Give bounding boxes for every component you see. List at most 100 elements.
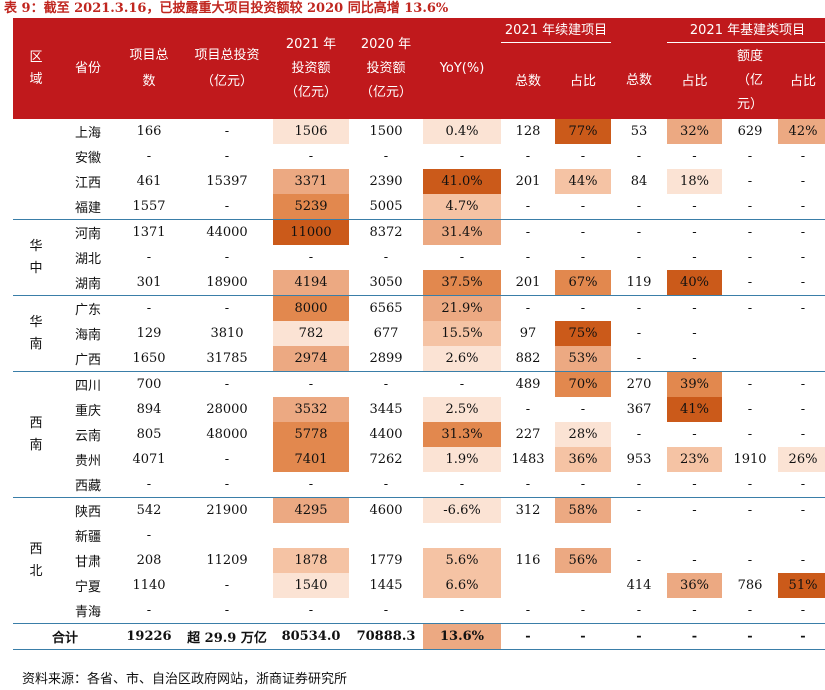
cont-share-cell: 58% xyxy=(555,497,611,523)
infra-share-cell: 39% xyxy=(667,371,722,397)
infra-amount-share-cell: - xyxy=(800,603,806,618)
inv-2020-cell: - xyxy=(383,477,389,492)
inv-2020-cell: 1445 xyxy=(369,578,403,593)
infra-amount-share-cell: 42% xyxy=(778,119,825,144)
header-infra-share: 占比 xyxy=(667,42,722,119)
infra-share-cell: - xyxy=(667,219,722,245)
province-cell: 海南 xyxy=(74,328,101,343)
infra-amount-share-cell: - xyxy=(800,149,806,164)
cont-count-cell: - xyxy=(525,402,531,417)
yoy-cell: 6.6% xyxy=(423,573,501,598)
infra-count-cell: 84 xyxy=(630,174,648,189)
cont-count-cell: - xyxy=(525,199,531,214)
table-row: 贵州 4071 - 7401 7262 1.9% 1483 36% 953 23% 1910 26% xyxy=(13,447,825,472)
inv-2020-cell xyxy=(349,523,423,548)
province-cell: 陕西 xyxy=(59,497,117,523)
cont-count-cell: 312 xyxy=(501,497,555,523)
table-row: 江西 461 15397 3371 2390 41.0% 201 44% 84 18% - - xyxy=(13,169,825,194)
province-cell: 江西 xyxy=(74,176,101,191)
total-inv-2021-cell: 80534.0 xyxy=(273,623,349,650)
infra-count-cell: 119 xyxy=(626,275,652,290)
yoy-cell: - xyxy=(459,603,465,618)
infra-amount-cell: 1910 xyxy=(733,452,767,467)
cont-count-cell: 227 xyxy=(515,427,541,442)
total-investment-cell xyxy=(181,523,273,548)
project-count-cell: - xyxy=(117,295,181,321)
inv-2021-cell: 5778 xyxy=(273,422,349,447)
table-row: 云南 805 48000 5778 4400 31.3% 227 28% - - - - xyxy=(13,422,825,447)
total-investment-cell: - xyxy=(224,452,230,467)
cont-count-cell: - xyxy=(525,603,531,618)
total-investment-cell: - xyxy=(224,250,230,265)
cont-count-cell: - xyxy=(525,250,531,265)
total-investment-cell: - xyxy=(224,578,230,593)
infra-amount-share-cell: - xyxy=(800,250,806,265)
province-cell: 新疆 xyxy=(74,530,101,545)
province-cell: 广西 xyxy=(74,353,101,368)
inv-2020-cell: 2390 xyxy=(369,174,403,189)
infra-share-cell: - xyxy=(692,553,697,568)
inv-2020-cell: 2899 xyxy=(369,351,403,366)
total-investment-cell: - xyxy=(181,295,273,321)
infra-share-cell: 41% xyxy=(667,397,722,422)
yoy-cell: 4.7% xyxy=(423,194,501,220)
header-infra-amount-share: 占比 xyxy=(778,42,825,119)
infra-count-cell: - xyxy=(636,553,642,568)
table-row: 西北 陕西 542 21900 4295 4600 -6.6% 312 58% - - - - xyxy=(13,497,825,624)
inv-2021-cell: - xyxy=(273,371,349,397)
province-cell: 安徽 xyxy=(74,151,101,166)
infra-amount-cell: - xyxy=(722,371,778,397)
infra-amount-cell: - xyxy=(747,275,753,290)
inv-2021-cell: 3371 xyxy=(273,169,349,194)
infra-amount-cell: 786 xyxy=(737,578,763,593)
infra-share-cell: - xyxy=(667,497,722,523)
total-investment-cell: 28000 xyxy=(206,402,248,417)
header-infra-count: 总数 xyxy=(611,42,667,119)
infra-amount-share-cell: 51% xyxy=(778,573,825,598)
yoy-cell: 15.5% xyxy=(423,321,501,346)
cont-count-cell: 201 xyxy=(515,275,541,290)
table-row: 华南 广东 - -8000 6565 21.9% - - - - - - xyxy=(13,295,825,372)
table-title: 表 9：截至 2021.3.16，已披露重大项目投资额较 2020 同比高增 1… xyxy=(4,1,449,16)
inv-2021-cell xyxy=(273,523,349,548)
cont-share-cell: 56% xyxy=(555,548,611,573)
total-investment-cell: - xyxy=(181,371,273,397)
inv-2021-cell: - xyxy=(308,477,314,492)
infra-amount-cell: - xyxy=(722,295,778,321)
inv-2021-cell: - xyxy=(308,603,314,618)
inv-2020-cell: 1500 xyxy=(369,124,403,139)
project-count-cell: 1371 xyxy=(117,219,181,245)
infra-count-cell: 53 xyxy=(630,124,648,139)
province-cell: 湖南 xyxy=(74,277,101,292)
table-row: 新疆 - xyxy=(13,523,825,548)
project-count-cell: - xyxy=(146,477,152,492)
infra-amount-cell: - xyxy=(747,250,753,265)
total-investment-cell: 18900 xyxy=(206,275,248,290)
total-investment-cell: 15397 xyxy=(206,174,248,189)
infra-share-cell: 32% xyxy=(667,119,722,144)
inv-2020-cell: 677 xyxy=(373,326,399,341)
infra-amount-cell: - xyxy=(747,477,753,492)
header-inv-2021: 2021 年投资额（亿元） xyxy=(273,18,349,119)
table-row: 广西 1650 31785 2974 2899 2.6% 882 53% - - xyxy=(13,346,825,372)
inv-2021-cell: 7401 xyxy=(273,447,349,472)
infra-amount-share-cell: - xyxy=(800,402,806,417)
total-infra-share-cell: - xyxy=(667,623,722,650)
infra-amount-cell xyxy=(722,523,778,548)
infra-share-cell: 23% xyxy=(667,447,722,472)
header-province: 省份 xyxy=(59,18,117,119)
infra-amount-share-cell: - xyxy=(800,477,806,492)
infra-amount-share-cell xyxy=(778,321,825,346)
infra-count-cell: - xyxy=(636,603,642,618)
table-body: 上海 166-1506 1500 0.4% 128 77% 53 32% 629 42% 安徽 - - -… xyxy=(13,119,825,650)
province-cell: 河南 xyxy=(59,219,117,245)
table-row: 甘肃 208 11209 1878 1779 5.6% 116 56% - - - - xyxy=(13,548,825,573)
cont-count-cell: 97 xyxy=(519,326,537,341)
cont-share-cell: 44% xyxy=(555,169,611,194)
table-row: 青海 - - - - - - - - - - - xyxy=(13,598,825,624)
infra-amount-cell: - xyxy=(747,199,753,214)
header-total-investment: 项目总投资（亿元） xyxy=(181,18,273,119)
infra-amount-cell: 629 xyxy=(737,124,763,139)
table-row: 西藏 - - - - - - - - - - - xyxy=(13,472,825,498)
inv-2021-cell: - xyxy=(308,149,314,164)
